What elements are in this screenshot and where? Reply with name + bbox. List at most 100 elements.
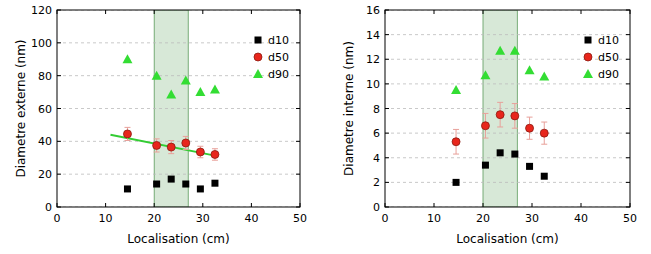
error-bar: [197, 146, 203, 157]
x-tick: [532, 203, 533, 207]
plot-area: [385, 10, 630, 207]
error-bar-cap: [154, 152, 160, 153]
point: [495, 46, 505, 55]
y-tick: [626, 34, 630, 35]
y-tick: [626, 83, 630, 84]
point: [197, 185, 204, 192]
y-tick: [296, 207, 300, 208]
grid-line: [57, 141, 300, 142]
y-tick: [296, 174, 300, 175]
y-tick: [626, 10, 630, 11]
point: [540, 129, 548, 137]
point: [526, 124, 534, 132]
y-tick: [626, 182, 630, 183]
y-tick-label: 2: [373, 176, 380, 189]
y-axis-label: Diametre externe (nm): [14, 39, 28, 177]
point: [511, 112, 519, 120]
point: [541, 173, 548, 180]
x-tick: [434, 203, 435, 207]
point: [510, 46, 520, 55]
y-tick: [626, 157, 630, 158]
x-tick-label: 40: [574, 212, 588, 225]
x-axis-label: Localisation (cm): [127, 232, 230, 246]
y-tick: [385, 157, 389, 158]
x-tick: [483, 10, 484, 14]
x-tick: [300, 203, 301, 207]
y-tick-label: 8: [373, 103, 380, 116]
error-bar-cap: [497, 126, 503, 127]
y-tick: [296, 75, 300, 76]
x-tick: [251, 10, 252, 14]
figure: 02040608010012001020304050Localisation (…: [0, 0, 651, 254]
y-tick-label: 14: [366, 29, 380, 42]
y-tick-label: 40: [38, 135, 52, 148]
error-bar-cap: [212, 148, 218, 149]
y-tick-label: 20: [38, 168, 52, 181]
frame: [385, 10, 630, 207]
chart: 02040608010012001020304050Localisation (…: [14, 4, 307, 246]
y-tick-label: 80: [38, 70, 52, 83]
y-tick-label: 120: [31, 4, 52, 17]
error-bar-cap: [482, 113, 488, 114]
error-bar-cap: [168, 153, 174, 154]
x-tick-label: 50: [293, 212, 307, 225]
chart: 024681012141601020304050Localisation (cm…: [342, 4, 637, 246]
x-tick: [483, 203, 484, 207]
y-tick: [57, 207, 61, 208]
legend-label: d50: [268, 51, 289, 64]
error-bar: [497, 102, 503, 127]
legend-marker: [255, 37, 262, 44]
error-bar-cap: [154, 138, 160, 139]
point: [123, 130, 131, 138]
series: [452, 102, 548, 154]
grid-line: [57, 108, 300, 109]
point: [167, 143, 175, 151]
x-tick-label: 20: [476, 212, 490, 225]
series: [124, 176, 218, 193]
point: [482, 162, 489, 169]
plot-area: [57, 10, 300, 207]
x-tick: [202, 203, 203, 207]
x-tick-label: 50: [623, 212, 637, 225]
point: [480, 70, 490, 79]
x-tick: [581, 10, 582, 14]
point: [196, 148, 204, 156]
grid-line: [385, 133, 630, 134]
legend-marker: [253, 69, 263, 78]
point: [195, 87, 205, 96]
legend: d10d50d90: [253, 34, 289, 81]
point: [124, 185, 131, 192]
legend-marker: [583, 69, 593, 78]
point: [526, 163, 533, 170]
x-tick-label: 20: [147, 212, 161, 225]
grid-line: [385, 182, 630, 183]
x-tick: [57, 10, 58, 14]
y-tick: [57, 75, 61, 76]
error-bar-cap: [124, 140, 130, 141]
error-bar-cap: [124, 127, 130, 128]
y-tick: [385, 83, 389, 84]
series: [451, 46, 549, 94]
grid-line: [57, 174, 300, 175]
y-tick: [57, 174, 61, 175]
series: [453, 149, 548, 186]
point: [481, 122, 489, 130]
y-tick-label: 0: [45, 201, 52, 214]
y-tick: [626, 207, 630, 208]
y-tick: [385, 34, 389, 35]
point: [211, 180, 218, 187]
point: [153, 141, 161, 149]
error-bar-cap: [212, 160, 218, 161]
error-bar-cap: [168, 140, 174, 141]
error-bar-cap: [497, 102, 503, 103]
x-tick-label: 40: [244, 212, 258, 225]
error-bar-cap: [197, 146, 203, 147]
y-tick-label: 16: [366, 4, 380, 17]
error-bar: [124, 127, 130, 140]
y-tick: [57, 108, 61, 109]
x-tick-label: 10: [427, 212, 441, 225]
x-tick-label: 30: [196, 212, 210, 225]
x-tick: [434, 10, 435, 14]
y-tick: [296, 141, 300, 142]
x-tick: [630, 203, 631, 207]
